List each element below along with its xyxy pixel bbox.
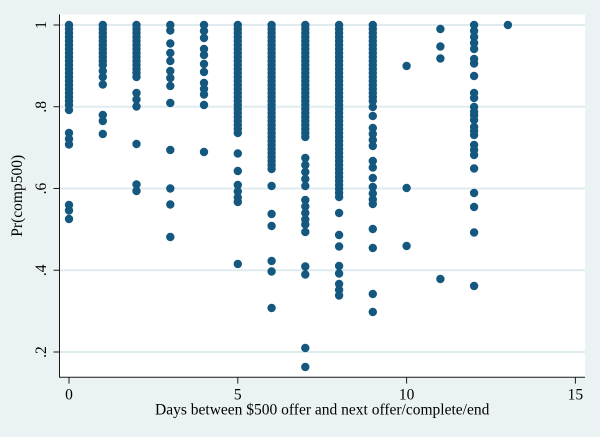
svg-text:0: 0 [65, 387, 73, 404]
svg-text:5: 5 [234, 387, 242, 404]
svg-text:15: 15 [568, 387, 584, 404]
svg-text:10: 10 [399, 387, 415, 404]
svg-text:1: 1 [33, 21, 50, 29]
svg-text:Pr(comp500): Pr(comp500) [9, 155, 26, 237]
svg-text:.8: .8 [33, 101, 50, 113]
svg-text:.4: .4 [33, 264, 50, 276]
svg-text:.2: .2 [33, 346, 50, 358]
svg-text:Days between $500 offer and ne: Days between $500 offer and next offer/c… [155, 402, 490, 419]
svg-text:.6: .6 [33, 182, 50, 194]
